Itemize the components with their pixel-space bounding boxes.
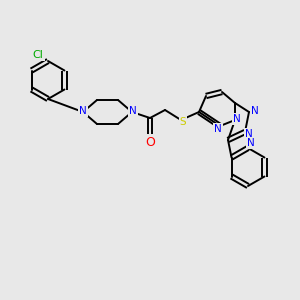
Text: S: S	[180, 117, 186, 127]
Text: O: O	[145, 136, 155, 148]
Text: N: N	[129, 106, 137, 116]
Text: N: N	[214, 124, 222, 134]
Text: N: N	[233, 114, 241, 124]
Text: Cl: Cl	[33, 50, 44, 60]
Text: N: N	[247, 138, 255, 148]
Text: N: N	[79, 106, 87, 116]
Text: N: N	[251, 106, 259, 116]
Text: N: N	[245, 129, 253, 139]
